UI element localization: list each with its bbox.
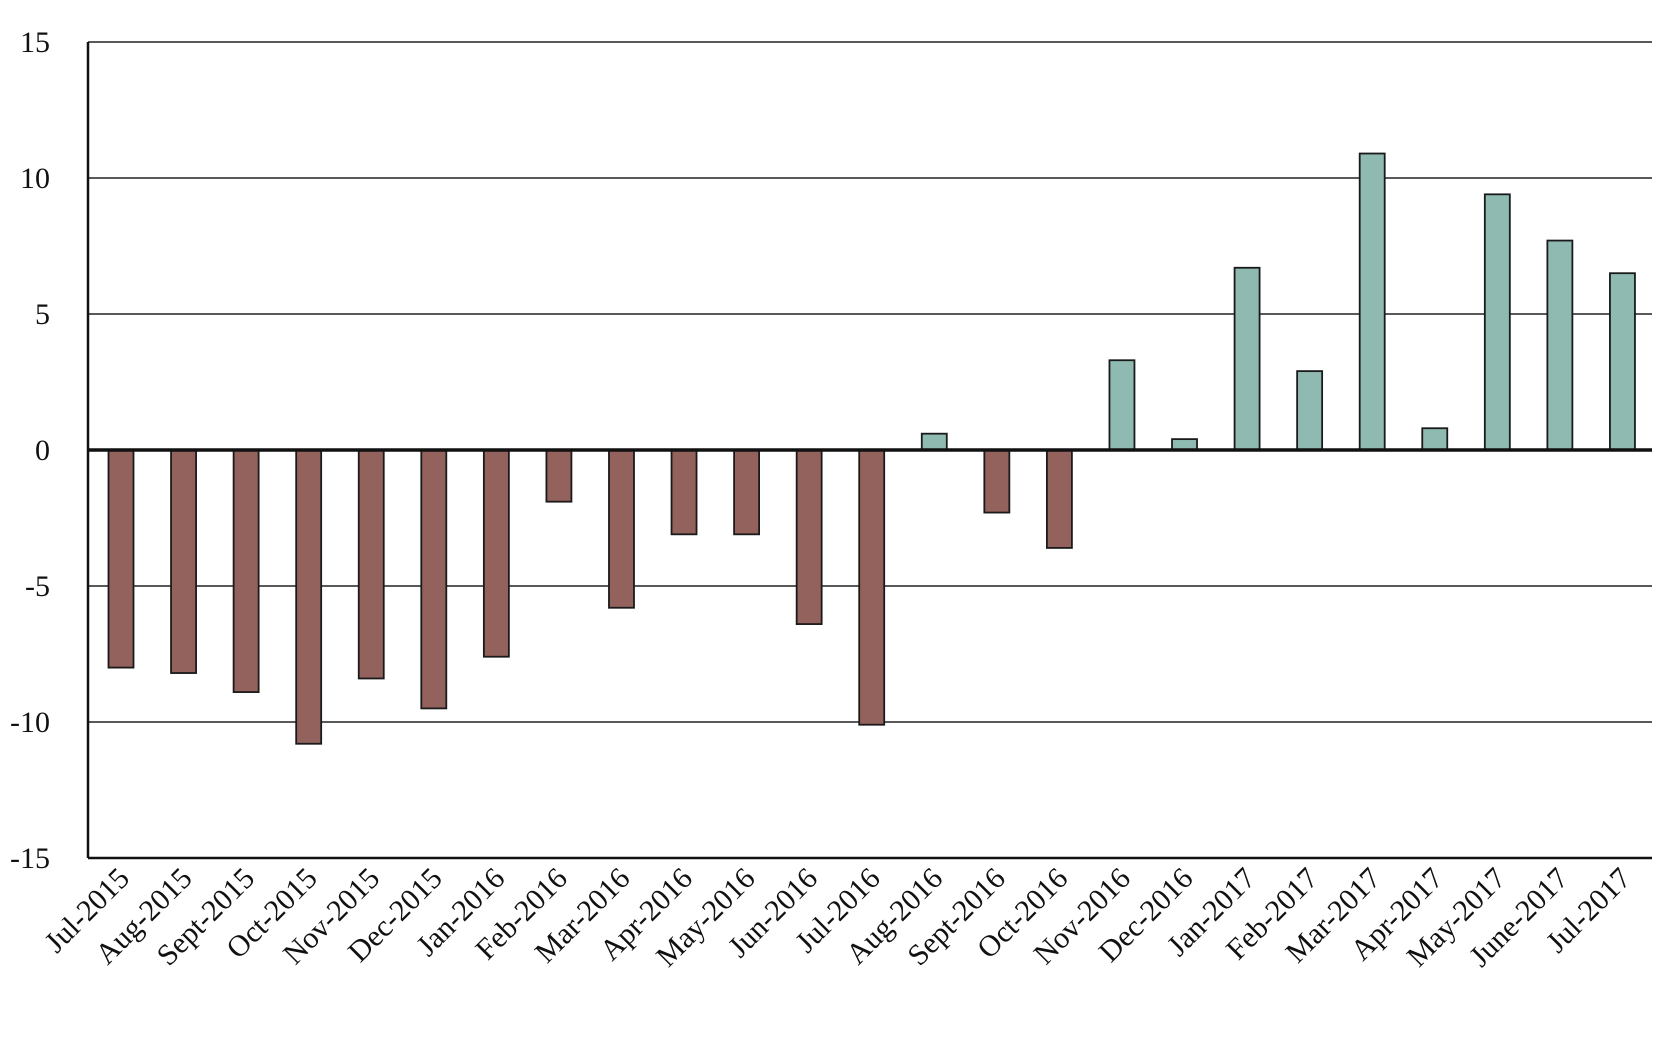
bar-june-2017 [1546,239,1574,451]
bar-jul-2016 [858,449,886,726]
bar-sept-2015 [232,449,260,693]
bar-aug-2015 [170,449,197,674]
y-tick-label: -10 [10,706,50,739]
y-tick-label: -5 [25,570,50,603]
bar-apr-2017 [1421,427,1449,451]
x-tick-labels: Jul-2015Aug-2015Sept-2015Oct-2015Nov-201… [38,862,1637,974]
bar-oct-2015 [295,449,323,745]
bar-jun-2016 [795,449,823,625]
bar-may-2017 [1483,193,1511,451]
y-tick-labels: 15 10 5 0 -5 -10 -15 [10,26,50,875]
bar-feb-2017 [1296,370,1324,451]
bar-may-2016 [733,449,760,536]
y-tick-label: 10 [20,162,50,195]
y-tick-label: -15 [10,842,50,875]
y-tick-label: 5 [35,298,50,331]
bar-aug-2016 [920,432,948,451]
bar-mar-2017 [1358,152,1386,451]
bar-jul-2015 [107,449,135,669]
bar-nov-2015 [357,449,385,680]
bar-feb-2016 [545,449,573,503]
y-tick-label: 0 [35,434,50,467]
bar-oct-2016 [1046,449,1073,549]
bar-apr-2016 [670,449,698,536]
bar-dec-2015 [420,449,448,710]
bar-jan-2017 [1233,266,1261,451]
y-tick-label: 15 [20,26,50,59]
bar-mar-2016 [608,449,635,609]
axes [86,42,1652,860]
bar-jul-2017 [1609,272,1636,451]
bar-jan-2016 [482,449,510,658]
bar-nov-2016 [1108,359,1136,451]
bar-sept-2016 [983,449,1011,514]
